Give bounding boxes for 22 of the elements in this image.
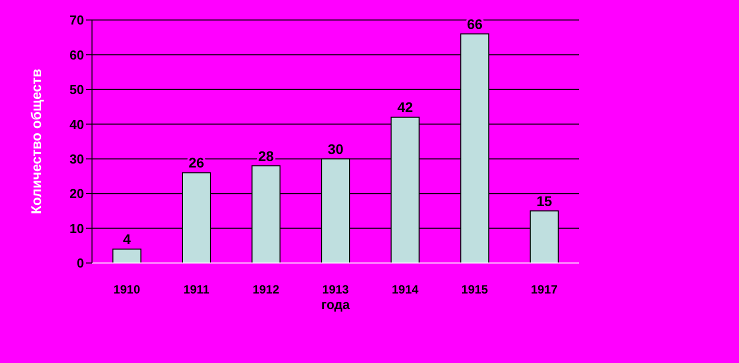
data-label: 15: [536, 192, 552, 209]
y-tick-label: 30: [70, 151, 84, 166]
y-tick-label: 50: [70, 82, 84, 98]
data-label: 4: [122, 231, 131, 248]
data-label: 30: [328, 140, 344, 157]
x-tick-label: 1912: [252, 282, 280, 297]
y-tick-label: 10: [70, 220, 84, 236]
x-tick-label: 1914: [392, 282, 419, 297]
y-tick-label: 20: [70, 186, 84, 202]
y-tick-label: 40: [70, 116, 84, 132]
data-label: 42: [397, 99, 414, 116]
x-tick-label: 1917: [530, 282, 558, 297]
x-tick-label: 1915: [461, 282, 488, 297]
x-tick-label: 1910: [113, 282, 140, 297]
x-tick-label: 1911: [183, 282, 210, 297]
bar: [112, 248, 142, 263]
y-tick-label: 70: [70, 12, 84, 28]
y-tick-label: 60: [70, 47, 84, 62]
y-axis-title: Количество обществ: [28, 68, 44, 214]
x-tick-label: 1913: [322, 282, 350, 297]
y-tick-label: 0: [76, 256, 84, 271]
x-axis-title: года: [321, 297, 351, 312]
